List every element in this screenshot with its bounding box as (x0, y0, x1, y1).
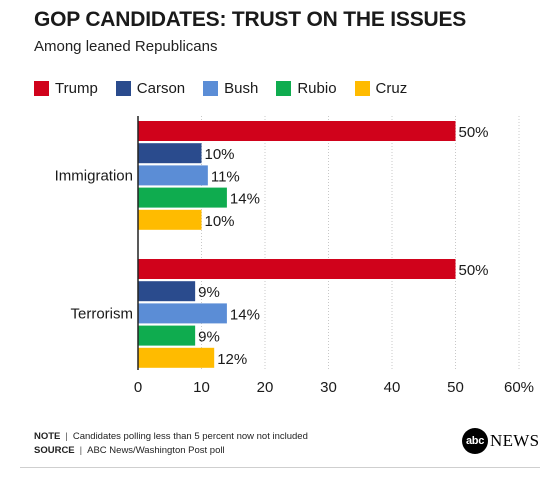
news-wordmark: NEWS (490, 431, 540, 450)
bottom-divider (20, 467, 540, 468)
source-text: ABC News/Washington Post poll (87, 445, 225, 456)
bar-chart: 50% 10% 11% 14% 10% Immigration 50% 9% 14% 9% 12% T… (55, 116, 534, 396)
bar-rubio-terrorism (138, 325, 196, 346)
bar-cruz-immigration (138, 209, 202, 230)
legend-swatch (276, 81, 292, 96)
legend-label: Rubio (297, 80, 337, 97)
x-tick-label: 30 (320, 379, 337, 396)
legend-item-carson: Carson (115, 80, 186, 97)
legend-label: Cruz (375, 80, 408, 97)
bar-rubio-immigration (138, 187, 227, 208)
bar-bush-terrorism (138, 303, 227, 324)
category-label: Immigration (55, 167, 133, 184)
data-label: 12% (217, 351, 247, 368)
data-label: 9% (198, 329, 220, 346)
legend-swatch (203, 81, 219, 96)
bar-carson-terrorism (138, 281, 196, 302)
source-label: SOURCE (34, 445, 75, 456)
x-tick-label: 20 (257, 379, 274, 396)
legend: Trump Carson Bush Rubio Cruz (34, 80, 425, 97)
note-text: Candidates polling less than 5 percent n… (72, 431, 308, 442)
legend-item-cruz: Cruz (354, 80, 408, 97)
legend-item-bush: Bush (203, 80, 258, 97)
legend-label: Carson (136, 80, 186, 97)
data-label: 11% (211, 168, 240, 185)
legend-label: Trump (55, 80, 98, 97)
note-label: NOTE (34, 431, 61, 442)
bar-bush-immigration (138, 165, 208, 186)
data-label: 9% (198, 284, 220, 301)
bar-carson-immigration (138, 143, 202, 164)
legend-label: Bush (224, 80, 259, 97)
x-tick-label: 50 (447, 379, 464, 396)
source-line: SOURCE | ABC News/Washington Post poll (34, 445, 225, 456)
legend-swatch (34, 81, 49, 96)
data-label: 14% (230, 306, 260, 323)
legend-swatch (115, 81, 131, 96)
abc-news-logo: abc NEWS (462, 428, 539, 454)
data-label: 14% (230, 191, 260, 208)
chart-subtitle: Among leaned Republicans (34, 38, 218, 55)
data-label: 50% (459, 262, 489, 279)
x-tick-label: 0 (134, 379, 142, 396)
legend-item-rubio: Rubio (276, 80, 337, 97)
bar-trump-terrorism (138, 259, 456, 279)
chart-title: GOP CANDIDATES: TRUST ON THE ISSUES (34, 8, 467, 31)
x-tick-label: 60% (504, 379, 534, 396)
legend-item-trump: Trump (34, 80, 98, 97)
x-tick-label: 40 (384, 379, 401, 396)
bar-trump-immigration (138, 121, 456, 141)
bar-cruz-terrorism (138, 347, 215, 368)
legend-swatch (354, 81, 370, 96)
data-label: 50% (459, 124, 489, 141)
x-tick-label: 10 (193, 379, 210, 396)
note-line: NOTE | Candidates polling less than 5 perc… (34, 431, 308, 442)
abc-logo-circle: abc (462, 428, 488, 454)
data-label: 10% (205, 146, 235, 163)
category-label: Terrorism (71, 305, 134, 322)
footnotes: NOTE | Candidates polling less than 5 perc… (34, 430, 308, 458)
data-label: 10% (205, 213, 235, 230)
